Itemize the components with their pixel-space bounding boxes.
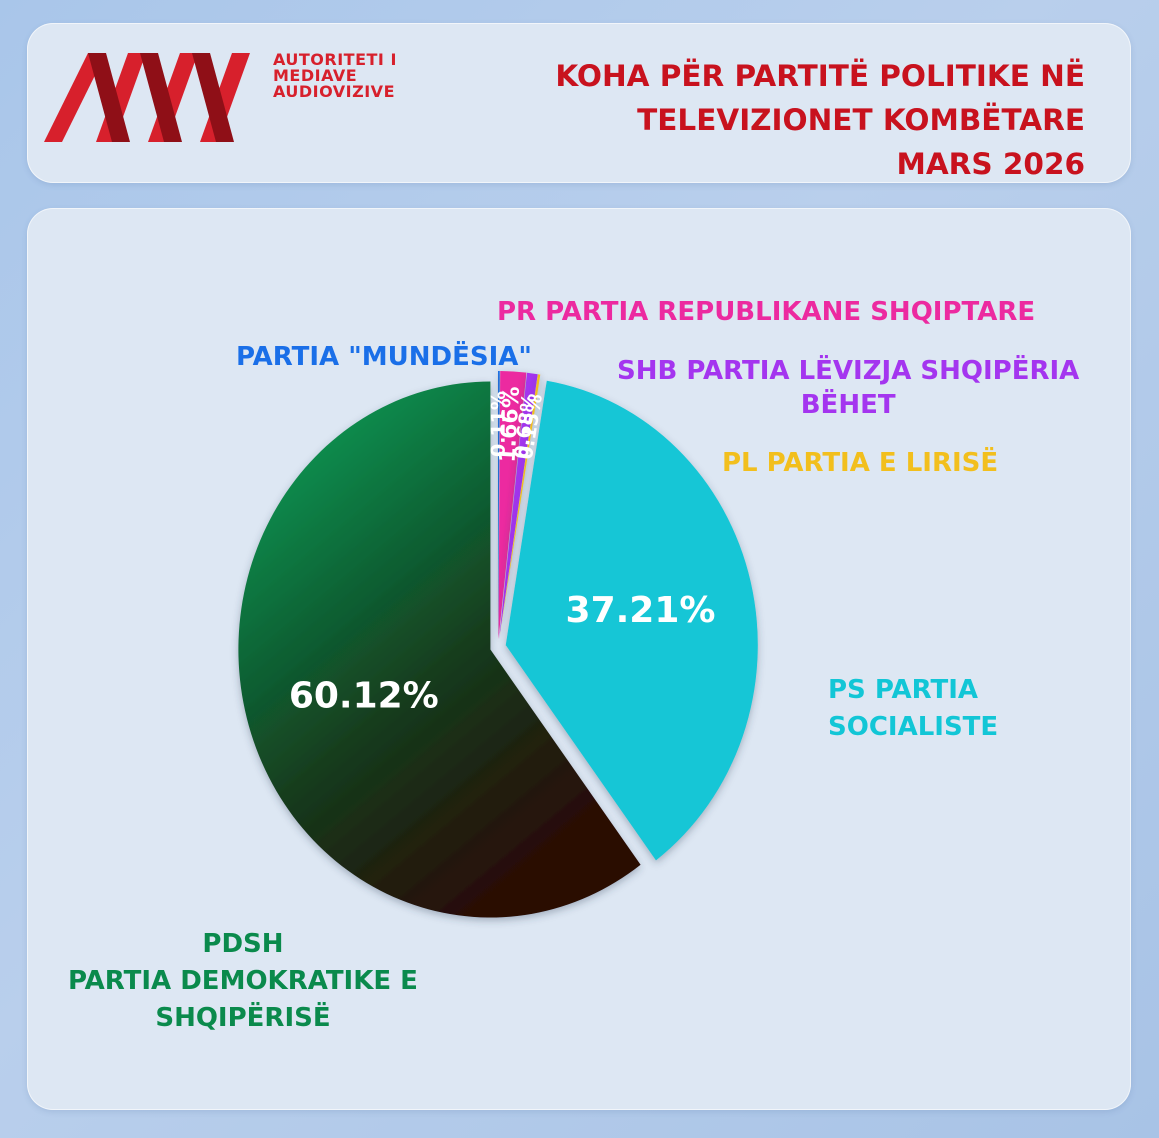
title-line: MARS 2026 xyxy=(896,147,1085,181)
slice-value-label: 37.21% xyxy=(566,590,716,631)
org-line: AUDIOVIZIVE xyxy=(273,82,395,101)
pie-slice xyxy=(499,374,541,640)
legend-line: PARTIA "MUNDËSIA" xyxy=(236,342,532,372)
title-line: TELEVIZIONET KOMBËTARE xyxy=(637,103,1085,137)
legend-line: PS PARTIA xyxy=(828,675,979,705)
slice-value-label: 1.66% xyxy=(496,386,525,464)
legend-label-pl: PL PARTIA E LIRISË xyxy=(722,446,998,480)
title-line: KOHA PËR PARTITË POLITIKE NË xyxy=(555,59,1085,93)
legend-label-shb: SHB PARTIA LËVIZJA SHQIPËRIA BËHET xyxy=(617,354,1079,422)
org-line: AUTORITETI I xyxy=(273,50,397,69)
legend-label-ps: PS PARTIA SOCIALISTE xyxy=(828,672,998,746)
org-name: AUTORITETI I MEDIAVE AUDIOVIZIVE xyxy=(273,52,397,100)
legend-label-pr: PR PARTIA REPUBLIKANE SHQIPTARE xyxy=(497,295,1035,329)
legend-line: SOCIALISTE xyxy=(828,712,999,742)
org-line: MEDIAVE xyxy=(273,66,358,85)
pie-slice xyxy=(238,381,641,918)
legend-line: BËHET xyxy=(800,390,896,420)
pie-slice xyxy=(498,371,500,639)
chart-title: KOHA PËR PARTITË POLITIKE NË TELEVIZIONE… xyxy=(555,54,1085,186)
pie-slice xyxy=(499,372,538,640)
pie-slice xyxy=(505,380,758,861)
pie-slice xyxy=(498,371,527,640)
legend-line: PL PARTIA E LIRISË xyxy=(722,448,999,478)
legend-line: SHQIPËRISË xyxy=(155,1003,331,1033)
ama-logo xyxy=(44,53,250,142)
slice-value-label: 60.12% xyxy=(289,675,439,716)
slice-value-label: 0.11% xyxy=(488,391,510,457)
legend-line: PR PARTIA REPUBLIKANE SHQIPTARE xyxy=(497,297,1036,327)
legend-label-mundesia: PARTIA "MUNDËSIA" xyxy=(236,340,532,374)
legend-line: PARTIA DEMOKRATIKE E xyxy=(68,966,418,996)
legend-line: PDSH xyxy=(202,929,284,959)
legend-line: SHB PARTIA LËVIZJA SHQIPËRIA xyxy=(617,356,1080,386)
legend-label-pdsh: PDSH PARTIA DEMOKRATIKE E SHQIPËRISË xyxy=(68,926,418,1037)
